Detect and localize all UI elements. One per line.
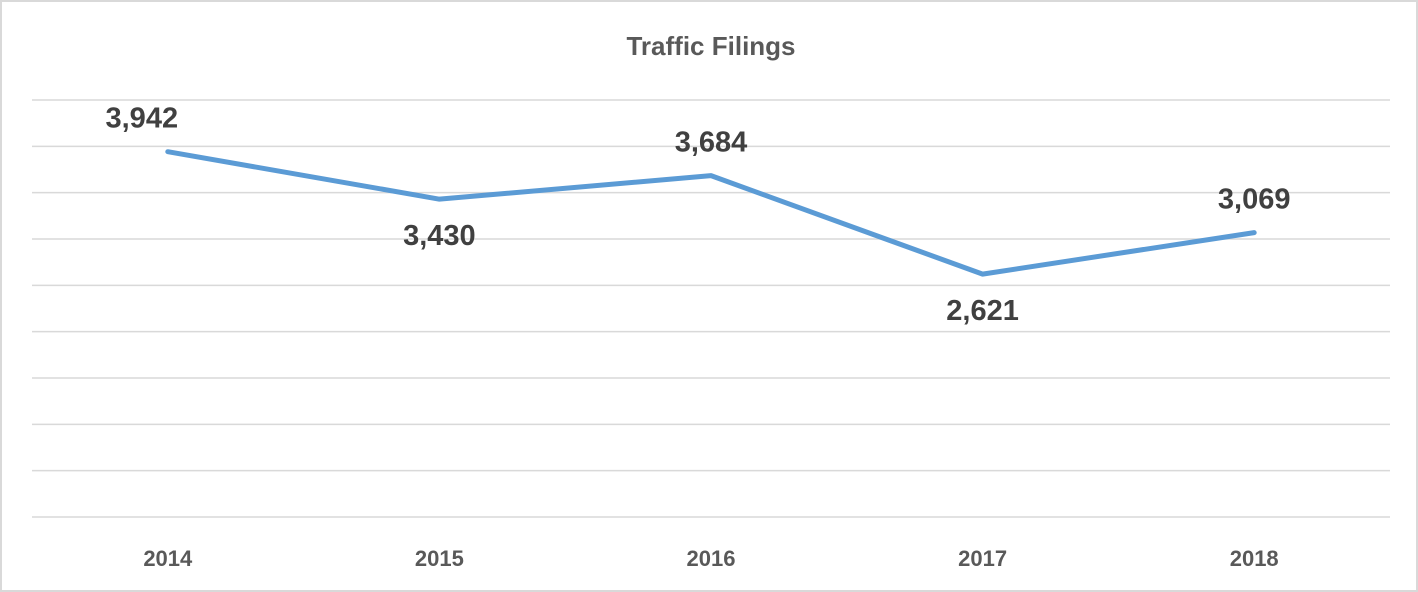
x-tick-label: 2015 [415,546,464,571]
x-tick-label: 2014 [143,546,193,571]
data-label: 2,621 [946,295,1019,327]
data-label: 3,069 [1218,183,1291,215]
x-tick-label: 2018 [1230,546,1279,571]
data-label: 3,684 [675,126,748,158]
line [165,149,1257,277]
chart-title: Traffic Filings [626,31,795,61]
data-label: 3,430 [403,220,476,252]
data-label: 3,942 [106,102,179,134]
x-tick-label: 2016 [687,546,736,571]
x-tick-label: 2017 [958,546,1007,571]
